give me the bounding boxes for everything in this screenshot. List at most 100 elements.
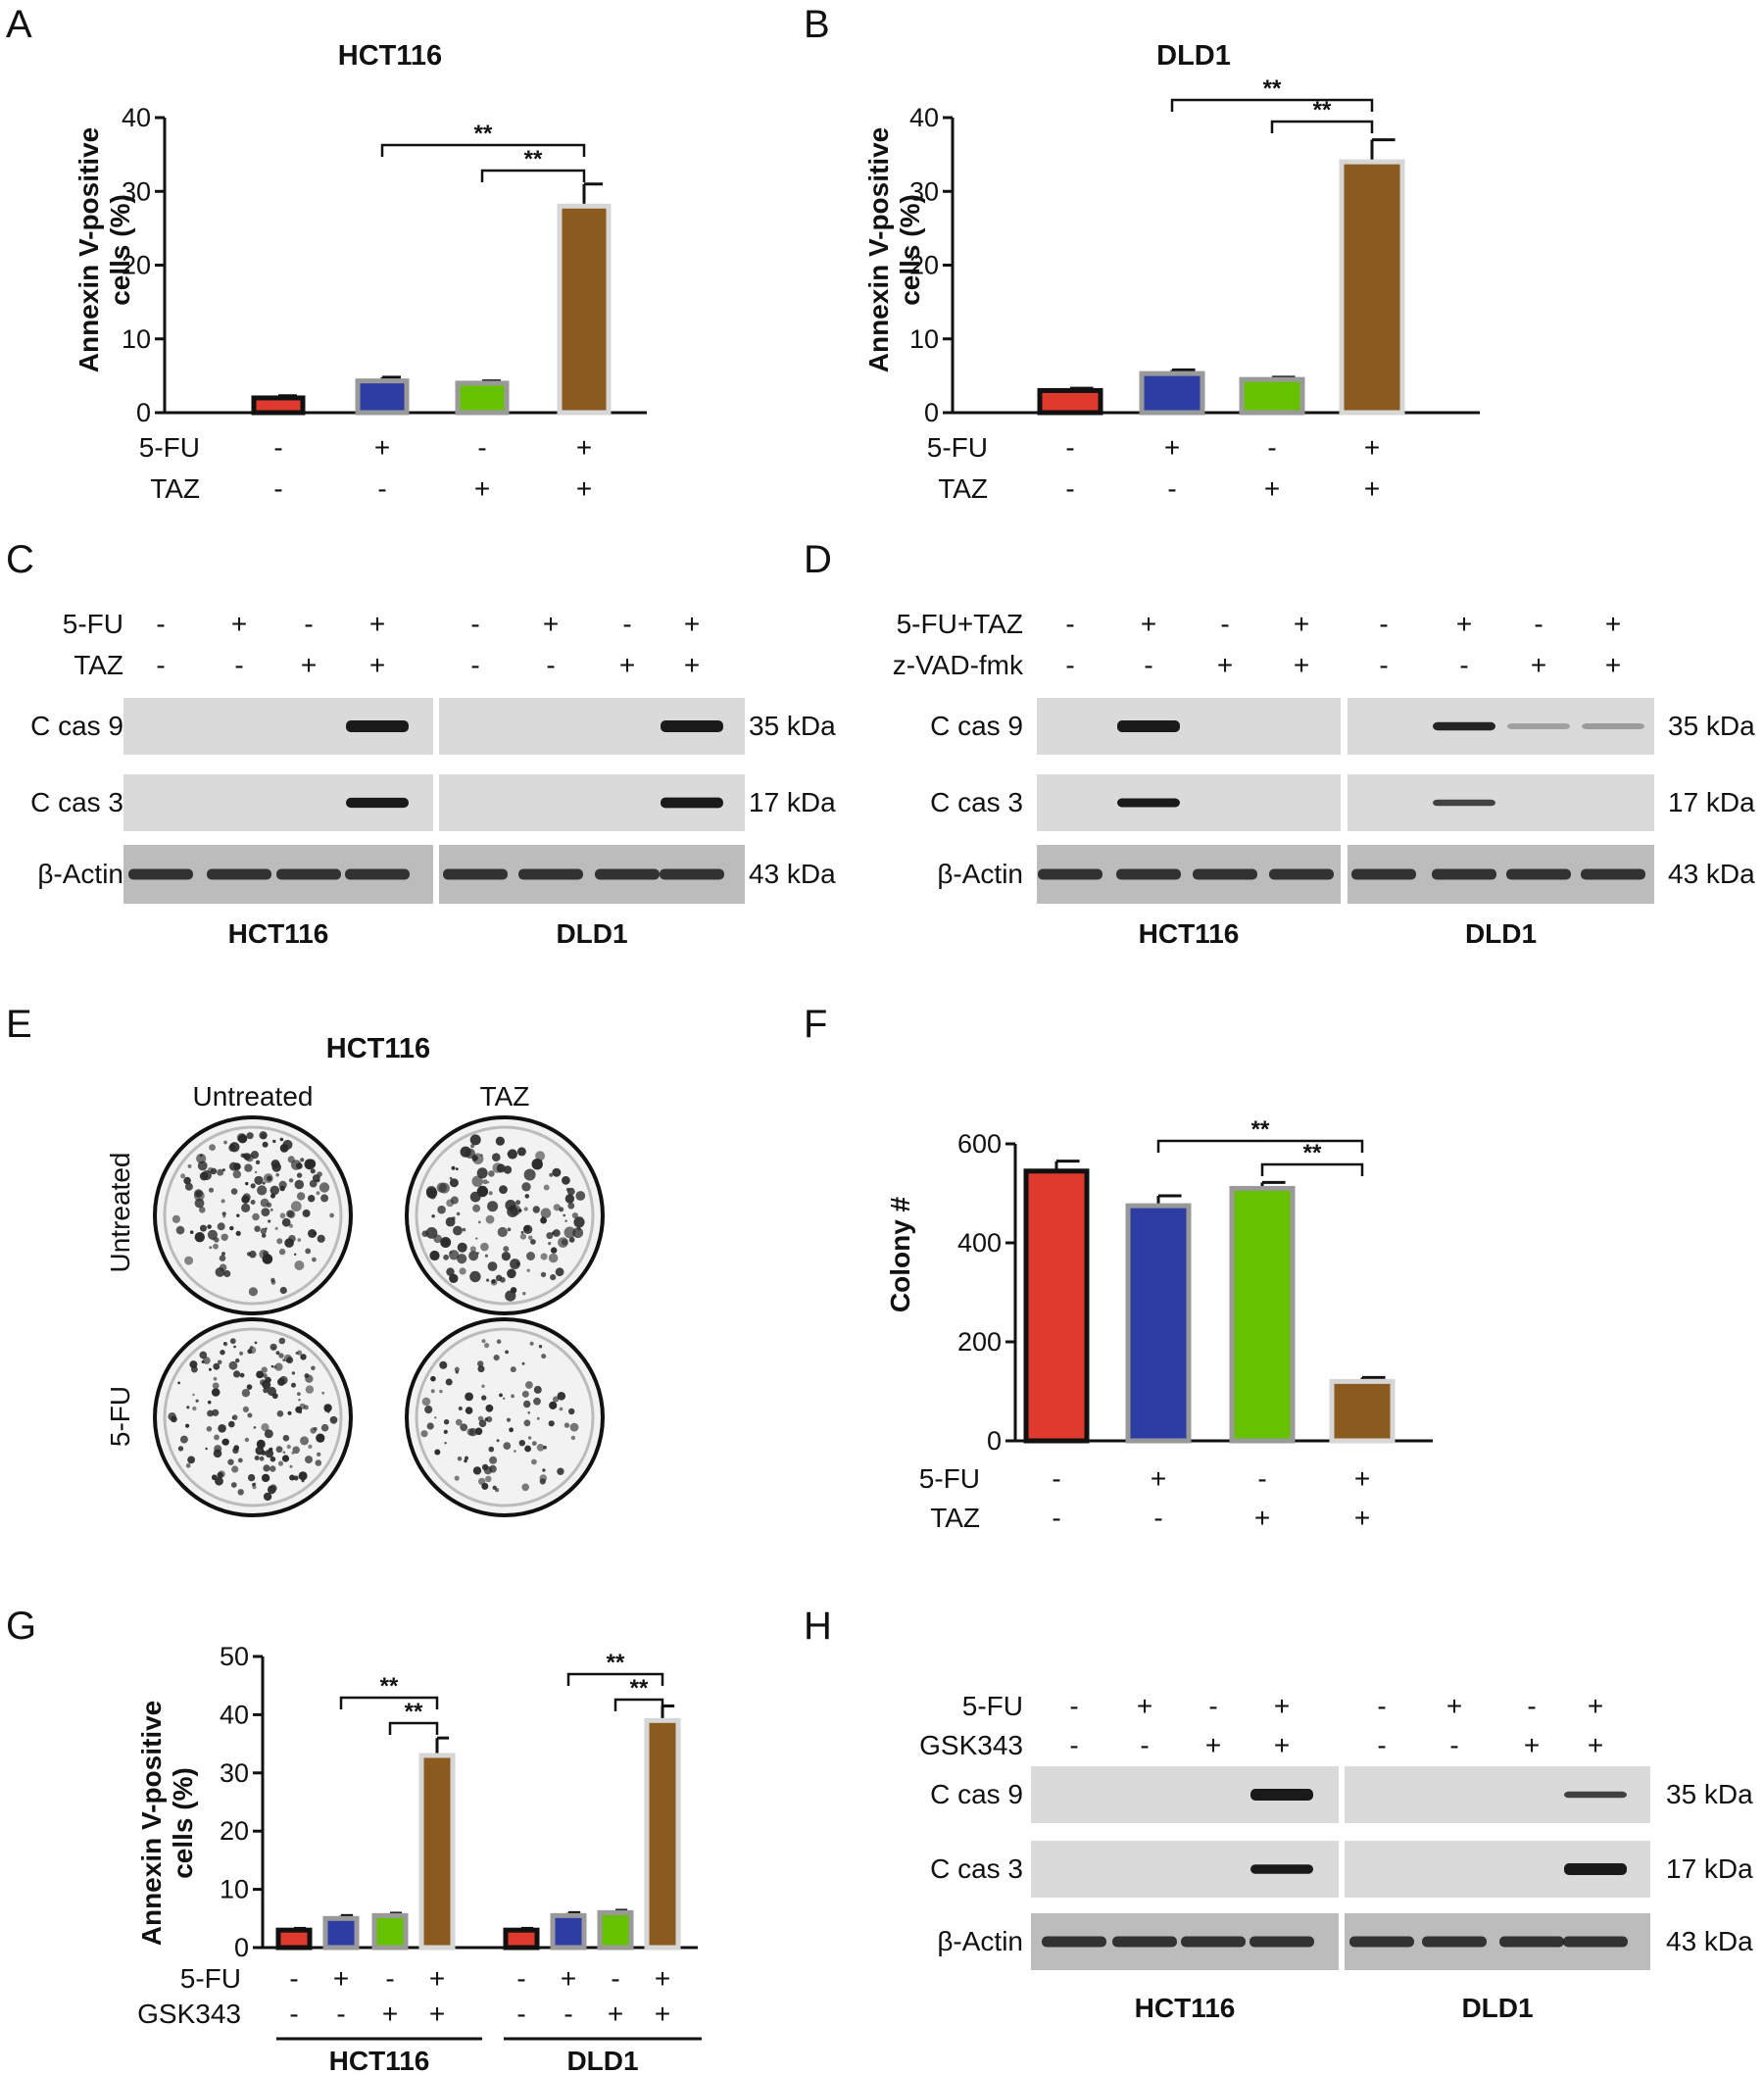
y-tick-label: 20 [220, 1816, 249, 1846]
blot-sign: + [1531, 650, 1546, 680]
colony [294, 1260, 305, 1270]
colony [295, 1352, 299, 1355]
colony [274, 1362, 283, 1371]
colony [278, 1337, 286, 1345]
colony [477, 1415, 484, 1422]
panel-f-ylabel: Colony # [885, 1196, 915, 1312]
band-c-cas-3 [1564, 1863, 1627, 1875]
colony [253, 1426, 257, 1429]
colony [496, 1439, 500, 1443]
colony [476, 1167, 488, 1179]
panel-letter-e: E [6, 1003, 32, 1046]
blot-cell-line-hct116: HCT116 [228, 918, 329, 949]
colony [235, 1230, 241, 1236]
colony [557, 1392, 566, 1401]
colony [207, 1166, 214, 1173]
colony [305, 1248, 312, 1255]
colony [568, 1237, 575, 1243]
colony [531, 1441, 537, 1446]
band-actin [1181, 1936, 1246, 1948]
colony [270, 1160, 280, 1168]
colony [449, 1250, 460, 1260]
colony [516, 1147, 526, 1157]
significance-label: ** [474, 121, 493, 147]
colony [481, 1395, 487, 1401]
blot-kda: 43 kDa [1666, 1926, 1753, 1956]
colony [558, 1237, 568, 1248]
bar-5-fu-taz [1329, 1378, 1396, 1444]
colony [446, 1267, 455, 1276]
colony [245, 1181, 249, 1186]
colony [510, 1366, 516, 1373]
colony [290, 1160, 302, 1170]
condition-sign: - [1153, 1503, 1162, 1533]
colony [220, 1199, 225, 1204]
bar-control [275, 1927, 313, 1951]
colony [228, 1360, 238, 1370]
blot-cell-line-dld1: DLD1 [1465, 918, 1537, 949]
colony [192, 1393, 195, 1397]
blot-cell-line-dld1: DLD1 [556, 918, 627, 949]
colony [449, 1178, 459, 1188]
colony [329, 1212, 334, 1218]
condition-sign: - [564, 1999, 572, 2029]
condition-sign: + [1364, 473, 1380, 504]
colony [433, 1234, 442, 1244]
colony [208, 1187, 215, 1193]
colony [302, 1209, 311, 1217]
colony [488, 1446, 495, 1453]
y-tick-label: 20 [122, 251, 151, 280]
blot-sign: + [301, 650, 317, 680]
colony [270, 1185, 280, 1196]
condition-sign: - [1167, 473, 1176, 504]
blot-sign: + [1446, 1691, 1462, 1721]
colony [235, 1358, 240, 1363]
colony [312, 1257, 317, 1262]
colony [215, 1476, 223, 1486]
colony [562, 1175, 570, 1185]
band-c-cas-9 [1582, 723, 1644, 729]
colony [254, 1225, 261, 1232]
band-c-cas-9 [1117, 720, 1180, 732]
colony [291, 1451, 295, 1455]
colony [485, 1214, 495, 1224]
colony [300, 1158, 305, 1162]
colony [288, 1234, 296, 1243]
y-tick-label: 0 [987, 1426, 1002, 1456]
blot-kda: 17 kDa [1668, 787, 1755, 817]
colony [469, 1246, 476, 1253]
colony [277, 1377, 285, 1386]
colony [465, 1407, 473, 1414]
colony [254, 1175, 264, 1185]
colony [254, 1456, 260, 1460]
blot-sign: + [369, 609, 385, 639]
blot-sign: + [619, 650, 635, 680]
colony [185, 1462, 191, 1468]
blot-sign: - [1379, 650, 1388, 680]
blot-sign: + [684, 609, 700, 639]
colony [456, 1211, 461, 1216]
colony [279, 1212, 286, 1219]
colony [570, 1435, 576, 1441]
colony [468, 1251, 479, 1261]
colony [252, 1483, 256, 1487]
colony [272, 1347, 275, 1350]
colony [279, 1137, 284, 1142]
blot-cell-line-hct116: HCT116 [1139, 918, 1240, 949]
colony [217, 1359, 222, 1365]
colony [572, 1227, 584, 1239]
y-tick-label: 20 [909, 251, 939, 280]
colony [551, 1247, 558, 1254]
colony [486, 1416, 493, 1423]
colony [278, 1248, 286, 1256]
colony [248, 1287, 258, 1297]
colony [289, 1474, 296, 1481]
colony [296, 1172, 303, 1178]
colony [549, 1172, 554, 1177]
colony [443, 1429, 448, 1434]
colony [276, 1238, 283, 1245]
colony [549, 1401, 558, 1409]
condition-label-5-fu: 5-FU [180, 1963, 241, 1994]
condition-sign: + [608, 1999, 623, 2029]
colony [254, 1341, 258, 1345]
